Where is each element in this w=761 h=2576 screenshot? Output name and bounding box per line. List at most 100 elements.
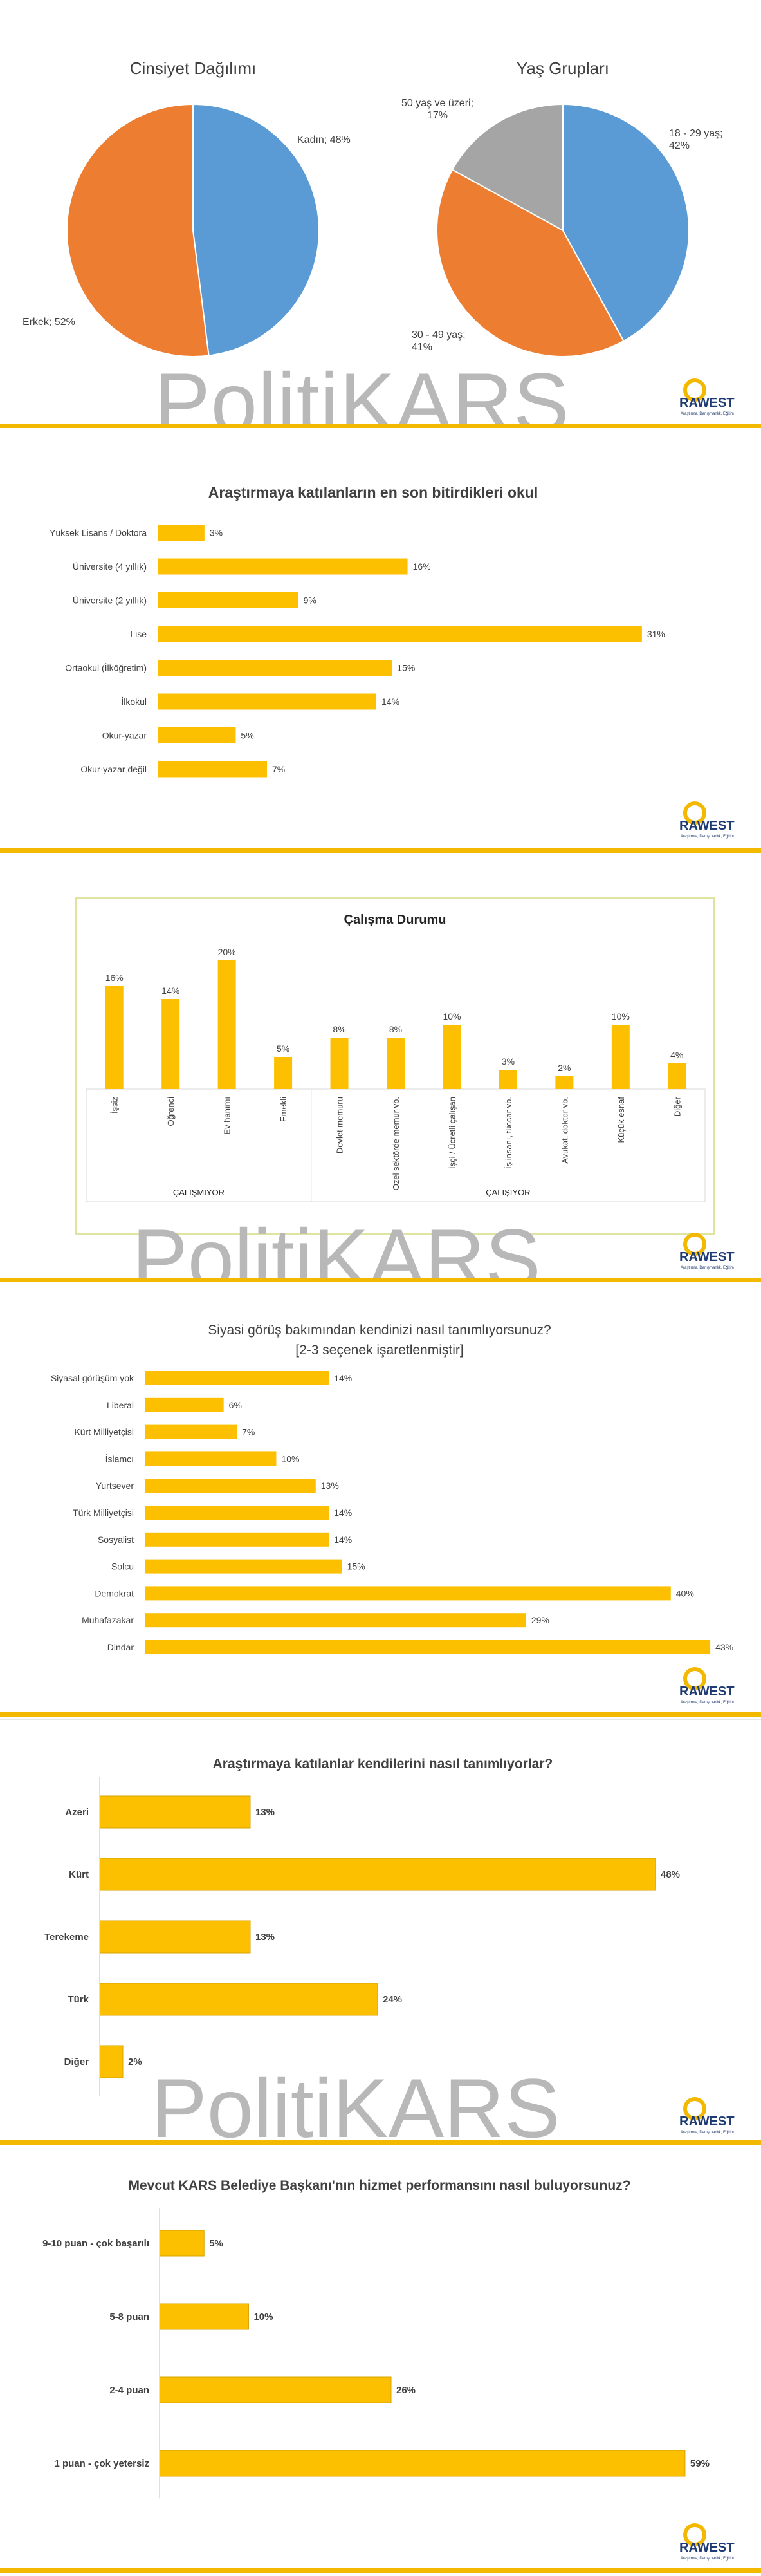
data-label: 10% — [612, 1011, 630, 1022]
bar — [159, 2376, 392, 2403]
category-label: Azeri — [65, 1807, 89, 1818]
bar — [158, 761, 267, 778]
category-label: Dindar — [107, 1642, 134, 1652]
bar — [161, 999, 180, 1089]
rawest-logo: RAWEST Araştırma, Danışmanlık, Eğitim — [677, 2523, 747, 2563]
bar — [443, 1025, 461, 1089]
bar — [99, 1920, 251, 1954]
logo-tagline: Araştırma, Danışmanlık, Eğitim — [681, 835, 734, 839]
category-label: 1 puan - çok yetersiz — [54, 2458, 149, 2469]
data-label: 6% — [229, 1400, 242, 1410]
data-label: 59% — [690, 2458, 710, 2469]
employment-chart: Çalışma Durumu 16% İşsiz 14% Öğrenci 20% Ev h… — [75, 897, 715, 1235]
bar — [159, 2450, 686, 2477]
data-label: 14% — [381, 696, 399, 707]
category-label: Yüksek Lisans / Doktora — [50, 528, 147, 538]
bar — [158, 525, 205, 541]
bar — [274, 1057, 293, 1089]
logo-wordmark: RAWEST — [679, 2114, 735, 2129]
identity-title: Araştırmaya katılanlar kendilerini nasıl… — [213, 1757, 553, 1771]
data-label: 14% — [334, 1535, 352, 1545]
data-label: 31% — [647, 629, 665, 639]
panel-identity: Araştırmaya katılanlar kendilerini nasıl… — [0, 1725, 761, 2143]
category-label: İşsiz — [110, 1097, 120, 1114]
category-label: 5-8 puan — [109, 2311, 149, 2322]
bar — [145, 1371, 329, 1385]
logo-tagline: Araştırma, Danışmanlık, Eğitim — [681, 1701, 734, 1704]
bar — [99, 2045, 124, 2078]
education-bars: Yüksek Lisans / Doktora 3% Üniversite (4 y… — [50, 525, 665, 778]
pie-age-title: Yaş Grupları — [517, 59, 609, 78]
logo-wordmark: RAWEST — [679, 2541, 735, 2555]
data-label: 40% — [676, 1588, 694, 1598]
category-label: Terekeme — [44, 1932, 89, 1943]
category-label: Küçük esnaf — [616, 1097, 626, 1143]
separator — [0, 2140, 761, 2145]
separator — [0, 848, 761, 853]
identity-chart: Araştırmaya katılanlar kendilerini nasıl… — [44, 1757, 680, 2097]
rawest-logo: RAWEST Araştırma, Danışmanlık, Eğitim — [677, 1667, 747, 1707]
category-label: 2-4 puan — [109, 2385, 149, 2396]
category-label: 9-10 puan - çok başarılı — [42, 2238, 149, 2249]
bar — [158, 693, 376, 710]
bar — [217, 960, 236, 1089]
watermark: PolitiKARS — [151, 2061, 560, 2143]
rawest-logo: RAWEST Araştırma, Danışmanlık, Eğitim — [677, 378, 747, 418]
bar — [555, 1076, 574, 1089]
separator — [0, 1712, 761, 1717]
panel-mayor: Mevcut KARS Belediye Başkanı'nın hizmet … — [0, 2153, 761, 2576]
political-chart: Siyasi görüş bakımından kendinizi nasıl … — [51, 1323, 733, 1654]
data-label: 10% — [281, 1453, 299, 1464]
category-label: İslamcı — [105, 1453, 134, 1464]
employment-bars: 16% İşsiz 14% Öğrenci 20% Ev hanımı 5% Emekli 8%… — [86, 947, 706, 1202]
data-label: 5% — [209, 2238, 223, 2249]
category-label: Devlet memuru — [335, 1097, 345, 1153]
separator — [0, 1278, 761, 1282]
category-label: Türk Milliyetçisi — [73, 1507, 134, 1518]
data-label: 48% — [661, 1869, 680, 1880]
logo-wordmark: RAWEST — [679, 819, 735, 833]
watermark: PolitiKARS — [132, 1211, 541, 1281]
bar — [145, 1397, 224, 1412]
category-label: Üniversite (4 yıllık) — [73, 561, 147, 572]
category-label: Diğer — [672, 1096, 682, 1117]
data-label: 9% — [304, 595, 316, 606]
bar — [145, 1532, 329, 1547]
pie-slice — [436, 169, 625, 357]
category-label: İşçi / Ücretli çalışan — [447, 1097, 457, 1169]
rawest-logo: RAWEST Araştırma, Danışmanlık, Eğitim — [677, 2097, 747, 2137]
bar — [158, 660, 392, 676]
data-label: 29% — [531, 1615, 549, 1625]
political-bars: Siyasal görüşüm yok 14% Liberal 6% Kürt Mill… — [51, 1371, 733, 1654]
bar — [105, 986, 124, 1089]
pie-slice-label: Kadın; 48% — [297, 135, 351, 145]
data-label: 8% — [389, 1024, 402, 1034]
panel-political: Siyasi görüş bakımından kendinizi nasıl … — [0, 1287, 761, 1715]
category-label: Üniversite (2 yıllık) — [73, 595, 147, 606]
bar — [159, 2303, 249, 2330]
pie-age-chart: Yaş Grupları 18 - 29 yaş; 42% 30 - 49 yaş;… — [401, 59, 723, 357]
data-label: 5% — [277, 1043, 289, 1054]
category-label: Avukat, doktor vb. — [560, 1097, 569, 1164]
data-label: 16% — [413, 561, 431, 572]
logo-tagline: Araştırma, Danışmanlık, Eğitim — [681, 2131, 734, 2134]
category-label: Kürt Milliyetçisi — [74, 1427, 134, 1437]
bar — [159, 2230, 205, 2257]
pie-gender-slices: Kadın; 48% Erkek; 52% — [23, 103, 351, 357]
rawest-logo-icon: RAWEST Araştırma, Danışmanlık, Eğitim — [679, 801, 735, 839]
logo-wordmark: RAWEST — [679, 1685, 735, 1699]
data-label: 3% — [210, 528, 223, 538]
data-label: 16% — [105, 973, 124, 983]
data-label: 15% — [397, 663, 415, 673]
category-label: Okur-yazar — [102, 731, 147, 741]
category-label: Ortaokul (İlköğretim) — [65, 662, 147, 673]
category-label: Siyasal görüşüm yok — [51, 1373, 134, 1383]
category-label: Sosyalist — [98, 1535, 134, 1545]
mayor-chart: Mevcut KARS Belediye Başkanı'nın hizmet … — [42, 2178, 710, 2499]
pie-slice-label: 18 - 29 yaş; 42% — [669, 128, 723, 151]
pie-gender-chart: Cinsiyet Dağılımı Kadın; 48% Erkek; 52% — [23, 59, 351, 357]
data-label: 14% — [334, 1373, 352, 1383]
education-chart: Araştırmaya katılanların en son bitirdik… — [50, 484, 665, 778]
mayor-title: Mevcut KARS Belediye Başkanı'nın hizmet … — [129, 2178, 631, 2193]
bar — [387, 1038, 405, 1089]
